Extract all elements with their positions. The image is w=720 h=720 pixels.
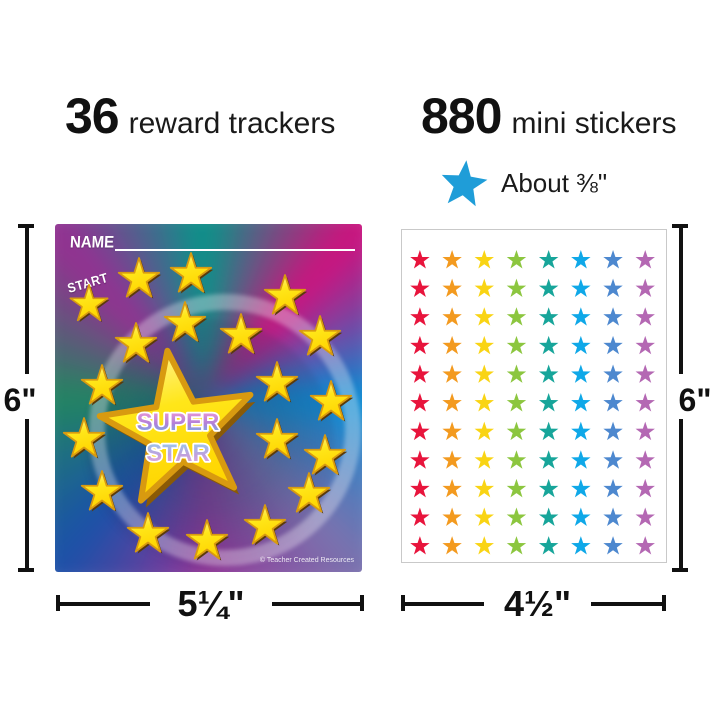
svg-text:STAR: STAR [146,440,210,467]
svg-text:SUPER: SUPER [137,409,220,436]
